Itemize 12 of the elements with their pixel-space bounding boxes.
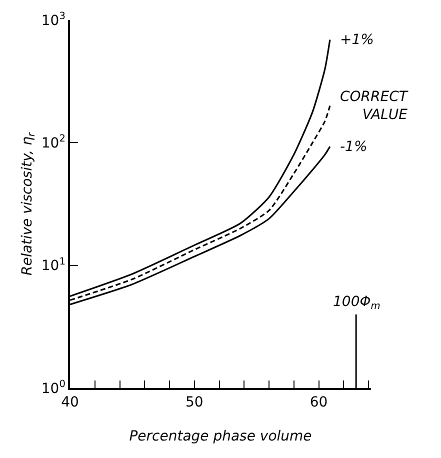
series-label: CORRECT VALUE [340,89,409,124]
x-tick-label: 40 [61,394,79,411]
series-label: -1% [340,139,368,155]
x-tick-label: 60 [310,394,328,411]
ref-line-label: 100Φ$_{m}$ [333,294,380,312]
y-tick-label: 10$^{2}$ [41,134,66,152]
y-tick-label: 10$^{1}$ [41,256,66,274]
x-axis-title: Percentage phase volume [129,428,312,444]
y-tick-label: 10$^{3}$ [41,11,66,29]
x-tick-label: 50 [185,394,204,411]
series-label: +1% [340,32,374,48]
y-tick-label: 10$^{0}$ [41,379,66,397]
